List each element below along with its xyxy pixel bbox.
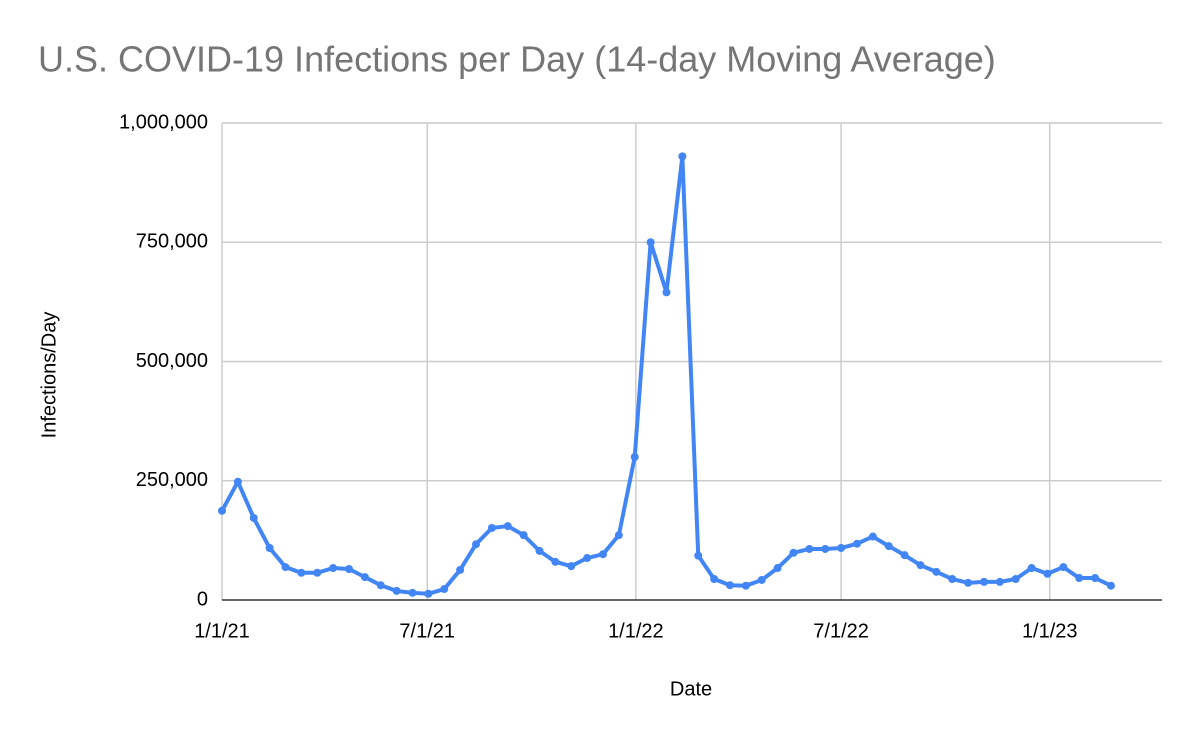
data-point (1059, 563, 1068, 572)
data-point (805, 544, 814, 553)
y-tick-label: 250,000 (136, 469, 208, 491)
data-point (281, 563, 290, 572)
data-point (471, 540, 480, 549)
data-point (408, 588, 417, 597)
data-point (567, 562, 576, 571)
data-point (329, 564, 338, 573)
data-point (218, 506, 226, 515)
data-point (456, 565, 465, 574)
y-tick-label: 0 (197, 588, 208, 610)
data-point (900, 551, 909, 560)
data-point (678, 152, 687, 161)
data-point (1106, 581, 1115, 590)
data-point (932, 567, 941, 576)
data-point (884, 542, 893, 551)
data-point (614, 531, 623, 540)
data-point (1075, 574, 1084, 583)
data-point (360, 573, 369, 582)
x-axis-title: Date (670, 678, 712, 700)
data-point (852, 539, 861, 548)
data-point (392, 586, 401, 595)
data-point (741, 581, 750, 590)
data-point (265, 544, 274, 553)
data-point (1091, 574, 1100, 583)
data-point (630, 452, 639, 461)
data-point (598, 550, 607, 559)
y-axis-title: Infections/Day (38, 312, 60, 439)
data-point (313, 568, 322, 577)
data-point (583, 554, 592, 563)
data-point (821, 544, 830, 553)
data-point (948, 575, 957, 584)
data-point (535, 546, 544, 555)
data-point (662, 288, 671, 297)
data-point (710, 575, 719, 584)
data-point (249, 513, 258, 522)
data-point (376, 581, 385, 590)
data-point (519, 531, 528, 540)
data-point (916, 561, 925, 570)
data-point (694, 551, 703, 560)
data-point (646, 238, 655, 247)
y-tick-label: 500,000 (136, 350, 208, 372)
chart-title: U.S. COVID-19 Infections per Day (14-day… (38, 39, 996, 80)
data-point (297, 568, 306, 577)
data-point (979, 577, 988, 586)
y-tick-label: 1,000,000 (119, 111, 208, 133)
x-tick-label: 1/1/22 (608, 620, 664, 642)
x-tick-label: 7/1/22 (813, 620, 869, 642)
data-point (1011, 575, 1020, 584)
y-tick-label: 750,000 (136, 231, 208, 253)
data-point (757, 575, 766, 584)
data-point (1027, 564, 1036, 573)
data-point (995, 577, 1004, 586)
data-point (1043, 569, 1052, 578)
x-tick-label: 7/1/21 (399, 620, 455, 642)
data-point (233, 477, 242, 486)
data-point (551, 557, 560, 566)
data-point (868, 532, 877, 541)
data-point (964, 578, 973, 587)
data-point (344, 564, 353, 573)
x-tick-label: 1/1/23 (1022, 620, 1078, 642)
data-point (837, 544, 846, 553)
data-point (503, 522, 512, 531)
data-point (424, 589, 433, 598)
data-point (487, 523, 496, 532)
x-tick-label: 1/1/21 (194, 620, 250, 642)
data-point (725, 581, 734, 590)
data-point (440, 585, 449, 594)
data-point (773, 564, 782, 573)
data-point (789, 548, 798, 557)
